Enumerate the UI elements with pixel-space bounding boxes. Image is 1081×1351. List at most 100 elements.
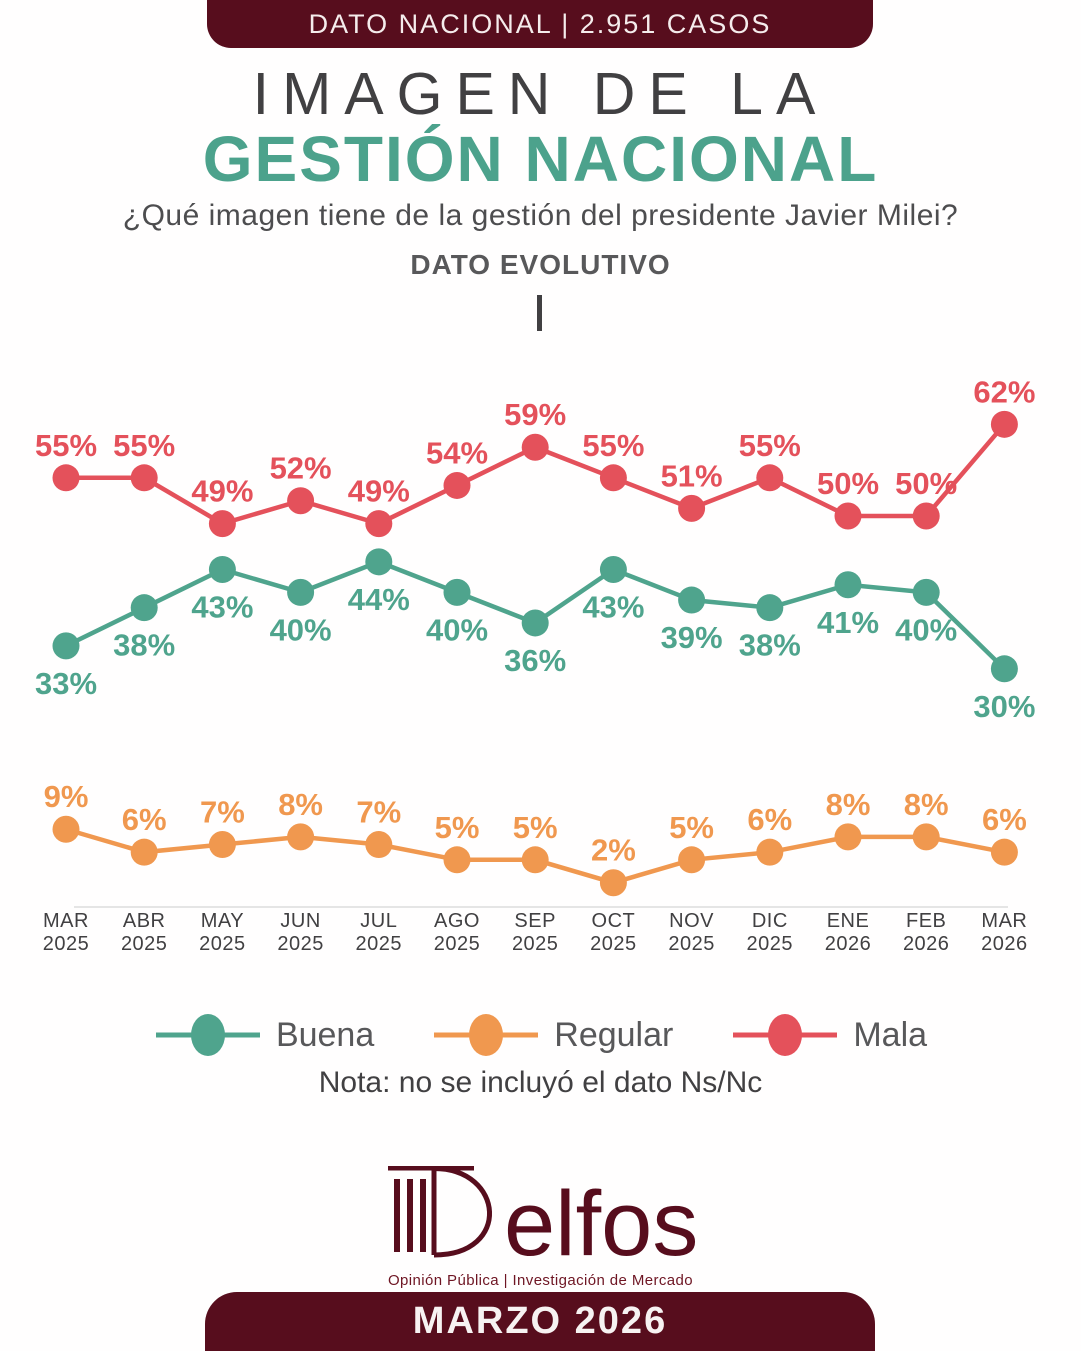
data-label-mala: 52% (270, 451, 332, 486)
data-point-mala (208, 510, 236, 538)
data-point-mala (678, 494, 706, 522)
legend-marker-mala-icon (733, 1014, 838, 1056)
x-tick-month: ABR (123, 910, 166, 932)
data-point-regular (287, 823, 315, 851)
data-label-regular: 5% (513, 810, 558, 845)
data-point-regular (756, 838, 784, 866)
section-label: DATO EVOLUTIVO (410, 249, 671, 280)
x-tick-year: 2025 (277, 933, 324, 955)
data-label-mala: 50% (895, 466, 957, 501)
data-point-buena (443, 578, 471, 606)
data-point-buena (599, 555, 627, 583)
data-label-regular: 8% (278, 787, 323, 822)
x-tick-month: ENE (827, 910, 870, 932)
data-point-mala (912, 502, 940, 530)
logo-tagline: Opinión Pública | Investigación de Merca… (387, 1272, 694, 1289)
data-point-buena (52, 632, 80, 660)
data-label-mala: 55% (113, 428, 175, 463)
legend-item-buena: Buena (154, 1012, 374, 1058)
data-label-regular: 6% (747, 802, 792, 837)
data-label-buena: 33% (35, 666, 97, 701)
data-point-regular (834, 823, 862, 851)
delfos-logo-icon: elfos (387, 1166, 698, 1270)
x-tick-year: 2025 (43, 933, 90, 955)
x-tick-year: 2025 (590, 933, 637, 955)
data-point-regular (443, 846, 471, 874)
data-point-buena (678, 586, 706, 614)
data-label-buena: 43% (582, 589, 644, 624)
bottom-banner: MARZO 2026 (205, 1292, 875, 1351)
x-tick-year: 2026 (981, 933, 1028, 955)
legend-marker-regular-icon (434, 1014, 539, 1056)
x-tick-month: OCT (592, 910, 636, 932)
x-tick-month: AGO (434, 910, 480, 932)
legend-label-regular: Regular (554, 1015, 674, 1054)
x-tick-month: JUL (360, 910, 397, 932)
data-point-buena (834, 571, 862, 599)
data-label-buena: 40% (426, 612, 488, 647)
data-point-buena (208, 555, 236, 583)
x-tick-month: MAR (981, 910, 1027, 932)
x-tick-month: JUN (280, 910, 320, 932)
data-label-regular: 9% (44, 779, 89, 814)
divider-bar (537, 295, 542, 331)
evolution-line-chart: MAR 2025 ABR 2025 MAY 2025 JUN 2025 JUL 2025 AGO 20… (0, 345, 1081, 970)
data-label-buena: 30% (973, 689, 1035, 724)
x-tick-year: 2025 (668, 933, 715, 955)
x-tick-month: FEB (906, 910, 946, 932)
x-tick-year: 2026 (825, 933, 872, 955)
delfos-logo-block: elfos Opinión Pública | Investigación de… (0, 1158, 1081, 1289)
x-tick-year: 2025 (747, 933, 794, 955)
data-label-mala: 51% (661, 458, 723, 493)
data-label-regular: 6% (122, 802, 167, 837)
data-label-mala: 55% (582, 428, 644, 463)
x-tick-year: 2026 (903, 933, 950, 955)
data-point-mala (443, 471, 471, 499)
data-point-regular (678, 846, 706, 874)
data-label-regular: 2% (591, 833, 636, 868)
data-label-regular: 5% (435, 810, 480, 845)
data-point-regular (365, 831, 393, 859)
data-point-mala (521, 433, 549, 461)
data-label-mala: 55% (739, 428, 801, 463)
page-title-line1: IMAGEN DE LA (252, 61, 829, 127)
x-tick-year: 2025 (121, 933, 168, 955)
data-label-regular: 8% (826, 787, 871, 822)
chart-note: Nota: no se incluyó el dato Ns/Nc (318, 1066, 763, 1099)
data-label-mala: 55% (35, 428, 97, 463)
data-label-regular: 7% (356, 795, 401, 830)
top-banner: DATO NACIONAL | 2.951 CASOS (207, 0, 873, 48)
bottom-banner-label: MARZO 2026 (412, 1300, 668, 1342)
data-point-buena (990, 655, 1018, 683)
data-point-buena (756, 594, 784, 622)
data-point-mala (599, 464, 627, 492)
data-label-mala: 62% (973, 374, 1035, 409)
legend-item-regular: Regular (432, 1012, 673, 1058)
data-label-buena: 44% (348, 582, 410, 617)
data-label-mala: 50% (817, 466, 879, 501)
data-point-regular (208, 831, 236, 859)
data-label-regular: 8% (904, 787, 949, 822)
x-tick-month: NOV (669, 910, 714, 932)
data-label-buena: 38% (739, 628, 801, 663)
page-title-line2: GESTIÓN NACIONAL (202, 123, 879, 195)
data-label-buena: 43% (191, 589, 253, 624)
chart-canvas: MAR2025ABR2025MAY2025JUN2025JUL2025AGO20… (35, 374, 1035, 955)
x-tick-month: DIC (752, 910, 788, 932)
data-point-buena (912, 578, 940, 606)
data-point-mala (130, 464, 158, 492)
x-tick-year: 2025 (512, 933, 559, 955)
data-point-regular (130, 838, 158, 866)
data-point-buena (365, 548, 393, 576)
data-label-regular: 5% (669, 810, 714, 845)
data-label-mala: 49% (348, 474, 410, 509)
data-point-regular (990, 838, 1018, 866)
x-tick-month: MAR (43, 910, 89, 932)
data-label-buena: 40% (270, 612, 332, 647)
data-label-mala: 59% (504, 397, 566, 432)
data-point-mala (756, 464, 784, 492)
legend-item-mala: Mala (731, 1012, 927, 1058)
data-label-buena: 38% (113, 628, 175, 663)
data-point-buena (521, 609, 549, 637)
